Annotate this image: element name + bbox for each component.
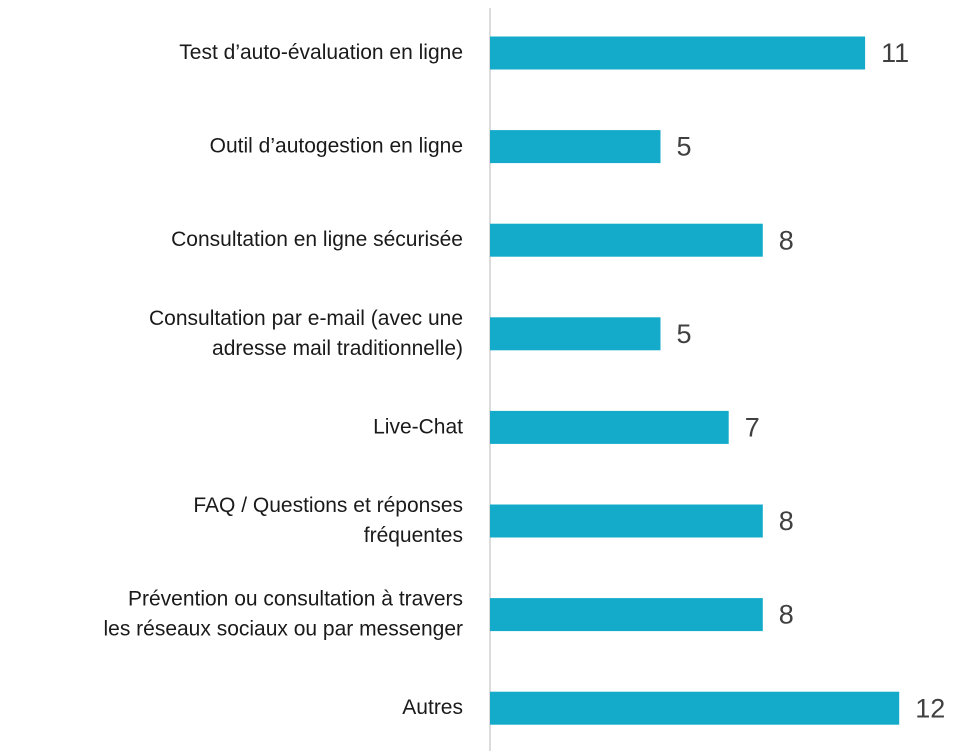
category-label-line: adresse mail traditionnelle)	[212, 336, 463, 359]
value-label: 8	[779, 506, 794, 536]
category-label: Live-Chat	[373, 415, 463, 438]
category-label-line: Outil d’autogestion en ligne	[210, 134, 463, 157]
bar	[490, 130, 661, 164]
value-label: 8	[779, 600, 794, 630]
bar	[490, 223, 763, 257]
category-label: Consultation par e-mail (avec une adresse…	[149, 306, 463, 359]
value-label: 12	[915, 693, 945, 723]
bar	[490, 317, 661, 351]
category-label: Test d’auto-évaluation en ligne	[179, 41, 463, 64]
category-label-line: Prévention ou consultation à travers	[128, 587, 463, 610]
category-label: Outil d’autogestion en ligne	[210, 134, 463, 157]
value-label: 7	[745, 413, 760, 443]
bar	[490, 504, 763, 538]
value-label: 11	[881, 38, 909, 68]
value-label: 5	[677, 132, 692, 162]
category-label: Autres	[402, 696, 463, 719]
category-label-line: Test d’auto-évaluation en ligne	[179, 41, 463, 64]
category-label-line: fréquentes	[364, 524, 463, 547]
category-label-line: FAQ / Questions et réponses	[193, 494, 463, 517]
category-label-line: Live-Chat	[373, 415, 463, 438]
value-label: 5	[677, 319, 692, 349]
bar	[490, 598, 763, 632]
category-label-line: Autres	[402, 696, 463, 719]
category-label: Prévention ou consultation à travers les …	[103, 587, 463, 640]
category-label-line: Consultation par e-mail (avec une	[149, 306, 463, 329]
bar	[490, 410, 729, 444]
category-label-line: les réseaux sociaux ou par messenger	[103, 617, 463, 640]
category-label: FAQ / Questions et réponses fréquentes	[193, 494, 463, 547]
bar	[490, 36, 866, 70]
category-label: Consultation en ligne sécurisée	[171, 228, 463, 251]
category-label-line: Consultation en ligne sécurisée	[171, 228, 463, 251]
bar	[490, 691, 900, 725]
value-label: 8	[779, 225, 794, 255]
